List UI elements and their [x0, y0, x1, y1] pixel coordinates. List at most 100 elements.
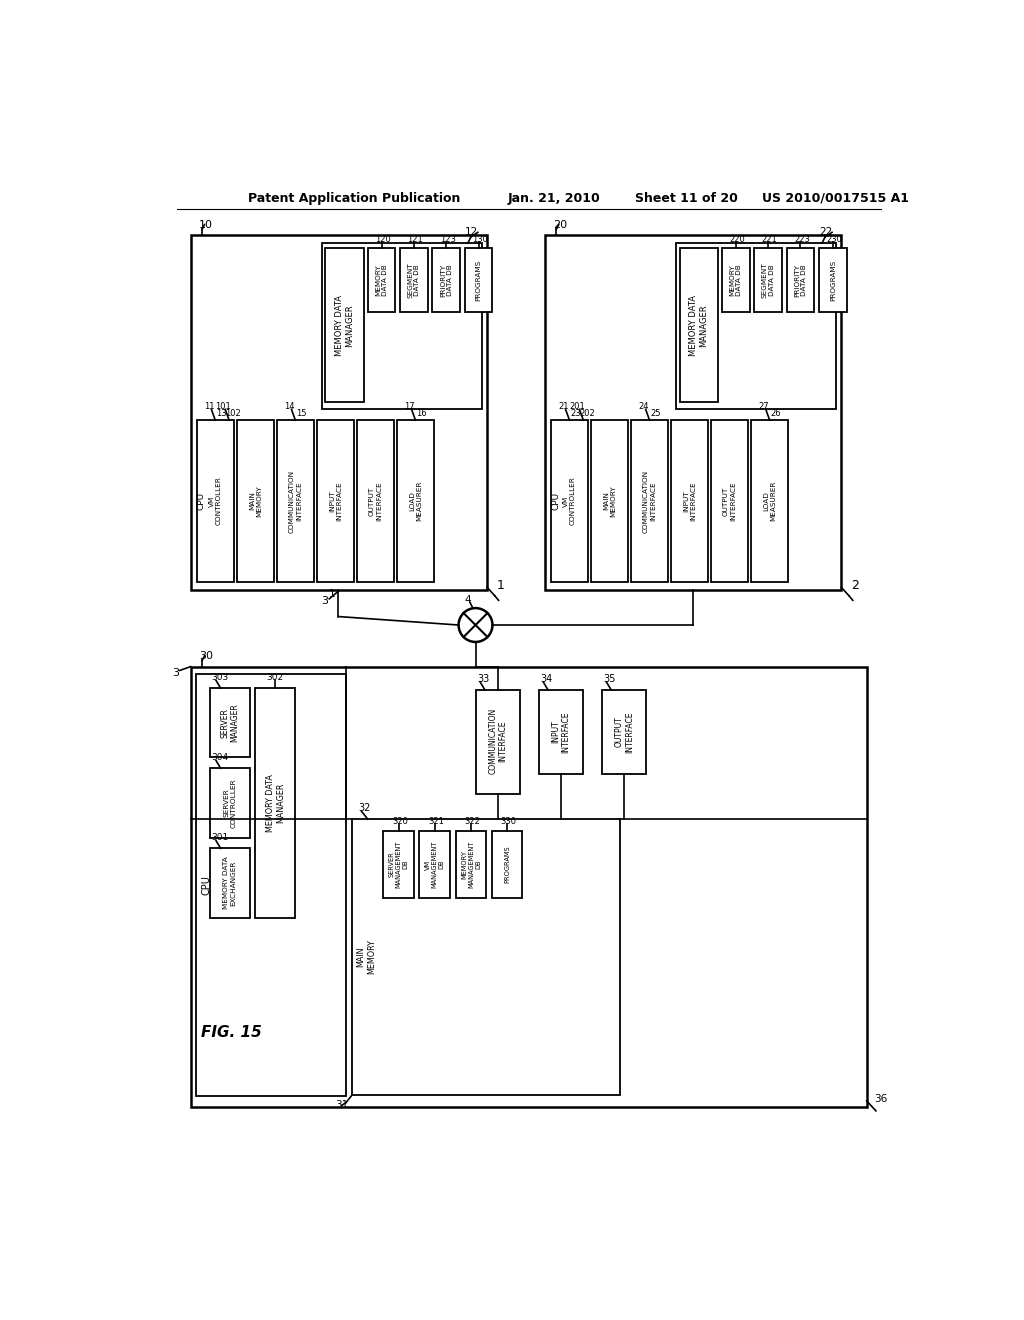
Text: 303: 303 — [211, 673, 228, 682]
Text: LOAD
MEASURER: LOAD MEASURER — [763, 480, 776, 521]
Text: 27: 27 — [758, 401, 769, 411]
Bar — [456, 830, 486, 899]
Bar — [196, 675, 346, 1096]
Text: LOAD
MEASURER: LOAD MEASURER — [409, 480, 422, 521]
Text: PRIORITY
DATA DB: PRIORITY DATA DB — [794, 264, 807, 297]
Text: PRIORITY
DATA DB: PRIORITY DATA DB — [439, 264, 453, 297]
Text: MEMORY DATA
MANAGER: MEMORY DATA MANAGER — [689, 294, 709, 356]
Text: SERVER
MANAGER: SERVER MANAGER — [220, 704, 240, 742]
Text: COMMUNICATION
INTERFACE: COMMUNICATION INTERFACE — [643, 470, 656, 532]
Text: VM
MANAGEMENT
DB: VM MANAGEMENT DB — [425, 841, 444, 888]
Bar — [357, 420, 394, 582]
Bar — [631, 420, 668, 582]
Text: 20: 20 — [553, 219, 567, 230]
Text: MAIN
MEMORY: MAIN MEMORY — [356, 940, 376, 974]
Text: VM
CONTROLLER: VM CONTROLLER — [209, 477, 222, 525]
Text: US 2010/0017515 A1: US 2010/0017515 A1 — [762, 191, 909, 205]
Text: Patent Application Publication: Patent Application Publication — [248, 191, 460, 205]
Bar — [210, 768, 250, 838]
Bar — [316, 420, 354, 582]
Bar — [237, 420, 273, 582]
Text: 16: 16 — [417, 409, 427, 417]
Text: 32: 32 — [358, 804, 371, 813]
Text: 2: 2 — [851, 579, 859, 593]
Text: MEMORY DATA
MANAGER: MEMORY DATA MANAGER — [335, 294, 354, 356]
Text: MEMORY
MANAGEMENT
DB: MEMORY MANAGEMENT DB — [461, 841, 481, 888]
Bar — [752, 420, 788, 582]
Bar — [551, 420, 588, 582]
Bar — [322, 243, 481, 409]
Text: 201: 201 — [569, 401, 585, 411]
Text: 221: 221 — [762, 235, 777, 244]
Text: OUTPUT
INTERFACE: OUTPUT INTERFACE — [723, 482, 736, 521]
Text: 17: 17 — [404, 401, 415, 411]
Bar — [755, 248, 782, 313]
Bar — [671, 420, 708, 582]
Bar — [819, 248, 847, 313]
Bar — [465, 248, 493, 313]
Bar — [722, 248, 750, 313]
Text: FIG. 15: FIG. 15 — [202, 1024, 262, 1040]
Text: 33: 33 — [477, 675, 489, 684]
Text: PROGRAMS: PROGRAMS — [504, 846, 510, 883]
Text: 31: 31 — [335, 1101, 348, 1110]
Text: 223: 223 — [794, 235, 810, 244]
Text: MEMORY DATA
MANAGER: MEMORY DATA MANAGER — [265, 774, 285, 832]
Text: CPU: CPU — [551, 492, 560, 510]
Text: MAIN
MEMORY: MAIN MEMORY — [249, 486, 262, 517]
Bar — [786, 248, 814, 313]
Text: Sheet 11 of 20: Sheet 11 of 20 — [635, 191, 737, 205]
Text: 102: 102 — [225, 409, 241, 417]
Text: MEMORY
DATA DB: MEMORY DATA DB — [375, 264, 388, 296]
Bar — [419, 830, 451, 899]
Bar — [276, 420, 313, 582]
Text: MAIN
MEMORY: MAIN MEMORY — [603, 486, 616, 517]
Text: 25: 25 — [650, 409, 660, 417]
Text: PROGRAMS: PROGRAMS — [475, 260, 481, 301]
Text: 4: 4 — [465, 594, 471, 605]
Text: 302: 302 — [267, 673, 284, 682]
Text: 101: 101 — [215, 401, 230, 411]
Text: 11: 11 — [204, 401, 214, 411]
Text: 230: 230 — [826, 235, 843, 244]
Text: 3: 3 — [172, 668, 179, 677]
Bar — [492, 830, 522, 899]
Text: 36: 36 — [873, 1094, 887, 1105]
Text: PROGRAMS: PROGRAMS — [829, 260, 836, 301]
Text: MEMORY DATA
EXCHANGER: MEMORY DATA EXCHANGER — [223, 857, 237, 909]
Text: 24: 24 — [638, 401, 648, 411]
Bar — [545, 235, 842, 590]
Text: 304: 304 — [211, 752, 228, 762]
Bar — [432, 248, 460, 313]
Text: INPUT
INTERFACE: INPUT INTERFACE — [329, 482, 342, 521]
Bar — [539, 689, 584, 775]
Bar — [197, 420, 233, 582]
Text: 123: 123 — [440, 235, 456, 244]
Text: 21: 21 — [558, 401, 568, 411]
Text: SEGMENT
DATA DB: SEGMENT DATA DB — [408, 263, 421, 298]
Text: MEMORY
DATA DB: MEMORY DATA DB — [729, 264, 742, 296]
Text: 10: 10 — [199, 219, 213, 230]
Text: 301: 301 — [211, 833, 228, 842]
Text: 121: 121 — [408, 235, 423, 244]
Text: 1: 1 — [497, 579, 505, 593]
Bar — [368, 248, 395, 313]
Bar — [190, 667, 866, 1107]
Bar — [475, 689, 520, 793]
Text: 30: 30 — [199, 651, 213, 661]
Text: OUTPUT
INTERFACE: OUTPUT INTERFACE — [614, 711, 634, 752]
Text: 130: 130 — [472, 235, 488, 244]
Bar — [602, 689, 646, 775]
Text: 3: 3 — [322, 597, 328, 606]
Text: CPU: CPU — [201, 875, 211, 895]
Text: SERVER
CONTROLLER: SERVER CONTROLLER — [223, 777, 237, 828]
Text: 26: 26 — [770, 409, 781, 417]
Bar — [255, 688, 295, 917]
Text: INPUT
INTERFACE: INPUT INTERFACE — [551, 711, 570, 752]
Bar — [352, 818, 621, 1094]
Text: 14: 14 — [284, 401, 295, 411]
Bar — [397, 420, 434, 582]
Bar — [190, 235, 487, 590]
Text: COMMUNICATION
INTERFACE: COMMUNICATION INTERFACE — [289, 470, 302, 532]
Text: SEGMENT
DATA DB: SEGMENT DATA DB — [762, 263, 774, 298]
